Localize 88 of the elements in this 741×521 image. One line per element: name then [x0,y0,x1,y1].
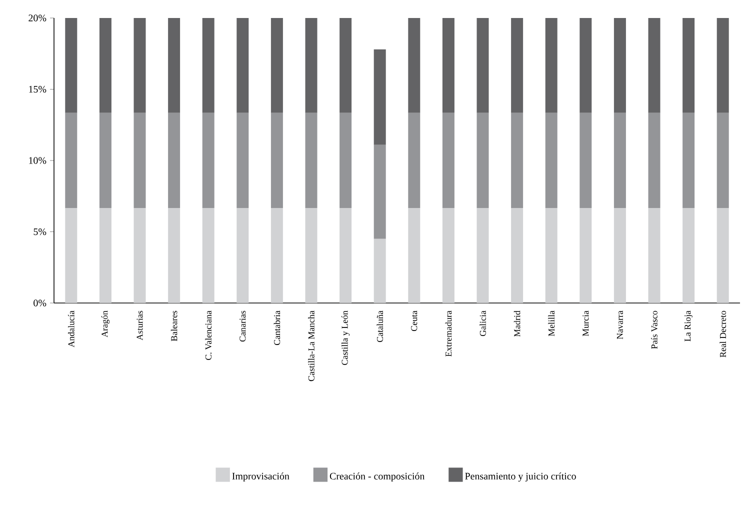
bar [408,18,420,113]
bar [476,112,489,208]
bar [614,18,626,113]
bar [202,208,214,303]
x-tick-label: Ceuta [411,310,418,332]
bar [545,208,558,303]
bar [511,112,524,208]
bar [545,112,558,208]
bar [270,112,283,208]
x-tick-label: Galicia [480,310,486,336]
bar [202,112,214,208]
x-tick-label: Cataluña [376,310,384,342]
bar [236,112,249,208]
x-tick-label: Melilla [548,310,555,336]
x-tick-label: Madrid [514,310,520,337]
bar [65,208,78,303]
x-tick-label: Navarra [616,310,623,340]
bar [134,112,146,208]
bar [580,112,592,208]
bar [716,18,729,113]
bar [270,18,283,113]
bar [99,208,112,303]
bar [236,18,249,113]
bar [134,208,146,303]
bar [65,18,78,113]
bar [270,208,283,303]
bar [340,112,352,208]
bar [305,18,318,113]
bar [305,208,318,303]
bar [65,112,78,208]
x-tick-label: Real Decreto [720,310,726,358]
bar [442,208,454,303]
bar [580,208,592,303]
bar [168,112,180,208]
bar [580,18,592,113]
x-tick-label: Murcia [582,310,589,336]
x-tick-label: C. Valenciana [205,310,212,360]
bar [374,49,386,145]
bar [476,18,489,113]
bar [99,18,112,113]
x-tick-label: Castilla-La Mancha [308,310,314,382]
y-tick-label: 10% [29,157,46,164]
bar [648,112,660,208]
bar [716,208,729,303]
x-tick-label: País Vasco [651,310,658,349]
y-tick-label: 20% [28,14,46,22]
bar [99,112,112,208]
bar [202,18,214,113]
bar [168,18,180,113]
bar [374,238,386,303]
bar [408,112,420,208]
bar [305,112,318,208]
bar [340,18,352,113]
bar [682,18,695,113]
x-tick-label: Castilla y León [341,310,350,365]
y-tick-label: 5% [34,228,46,236]
bar [648,18,660,113]
x-tick-label: Asturias [136,310,143,340]
y-tick-label: 15% [29,86,46,93]
bar [545,18,558,113]
bar [442,112,454,208]
bar [716,112,729,208]
bar [408,208,420,303]
legend-label: Creación - composición [330,472,425,482]
bar [134,18,146,113]
x-tick-label: Baleares [170,310,178,342]
bar [374,144,386,239]
bar [511,18,524,113]
bar [168,208,180,303]
bar [236,208,249,303]
bar [682,208,695,303]
bar [476,208,489,303]
bar [682,112,695,208]
bar [614,112,626,208]
x-tick-label: Aragón [101,310,110,338]
legend-label: Improvisación [232,472,290,482]
x-tick-label: Andalucía [68,310,74,348]
x-tick-label: Extremadura [445,310,452,357]
x-tick-label: La Rioja [684,310,692,342]
bar [614,208,626,303]
x-tick-label: Cantabria [274,310,280,345]
bar [442,18,454,113]
x-tick-label: Canarias [240,310,246,342]
legend-label: Pensamiento y juicio crítico [465,472,576,482]
bar [648,208,660,303]
bar [340,208,352,303]
y-tick-label: 0% [34,300,46,306]
bar [511,208,524,303]
